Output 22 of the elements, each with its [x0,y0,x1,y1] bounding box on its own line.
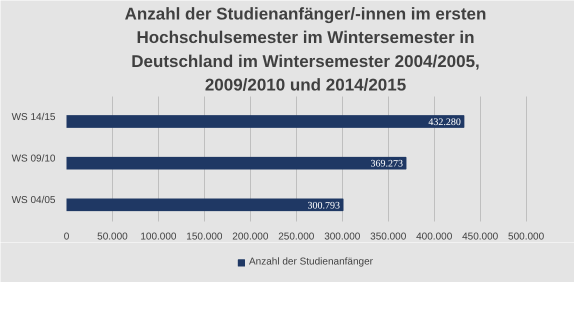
x-tick-label: 500.000 [508,232,545,242]
legend-label: Anzahl der Studienanfänger [249,256,373,268]
x-tick-label: 250.000 [278,232,315,242]
data-label: 300.793 [308,200,340,212]
y-tick-label: WS 14/15 [12,112,56,123]
y-tick-label: WS 09/10 [12,154,56,164]
data-label: 432.280 [428,117,461,128]
x-tick-label: 150.000 [186,232,223,242]
x-tick-label: 400.000 [416,232,453,242]
x-tick-label: 350.000 [370,232,407,242]
x-tick-label: 450.000 [462,232,499,242]
bar [66,115,464,128]
x-tick-label: 200.000 [232,232,269,242]
y-tick-label: WS 04/05 [12,195,56,206]
x-tick-label: 0 [64,232,70,242]
bar [66,156,406,170]
x-tick-label: 300.000 [324,232,361,242]
bar [66,198,344,212]
x-tick-label: 100.000 [140,232,177,242]
x-tick-label: 50.000 [97,232,128,242]
data-label: 369.273 [370,158,403,170]
chart-title: Anzahl der Studienanfänger/-innen im ersten Hochschulsemester im Wintersemester in Deutschland im Wintersemester 2004/2005, 2009/2010 und 2014/2015 [124,4,486,94]
